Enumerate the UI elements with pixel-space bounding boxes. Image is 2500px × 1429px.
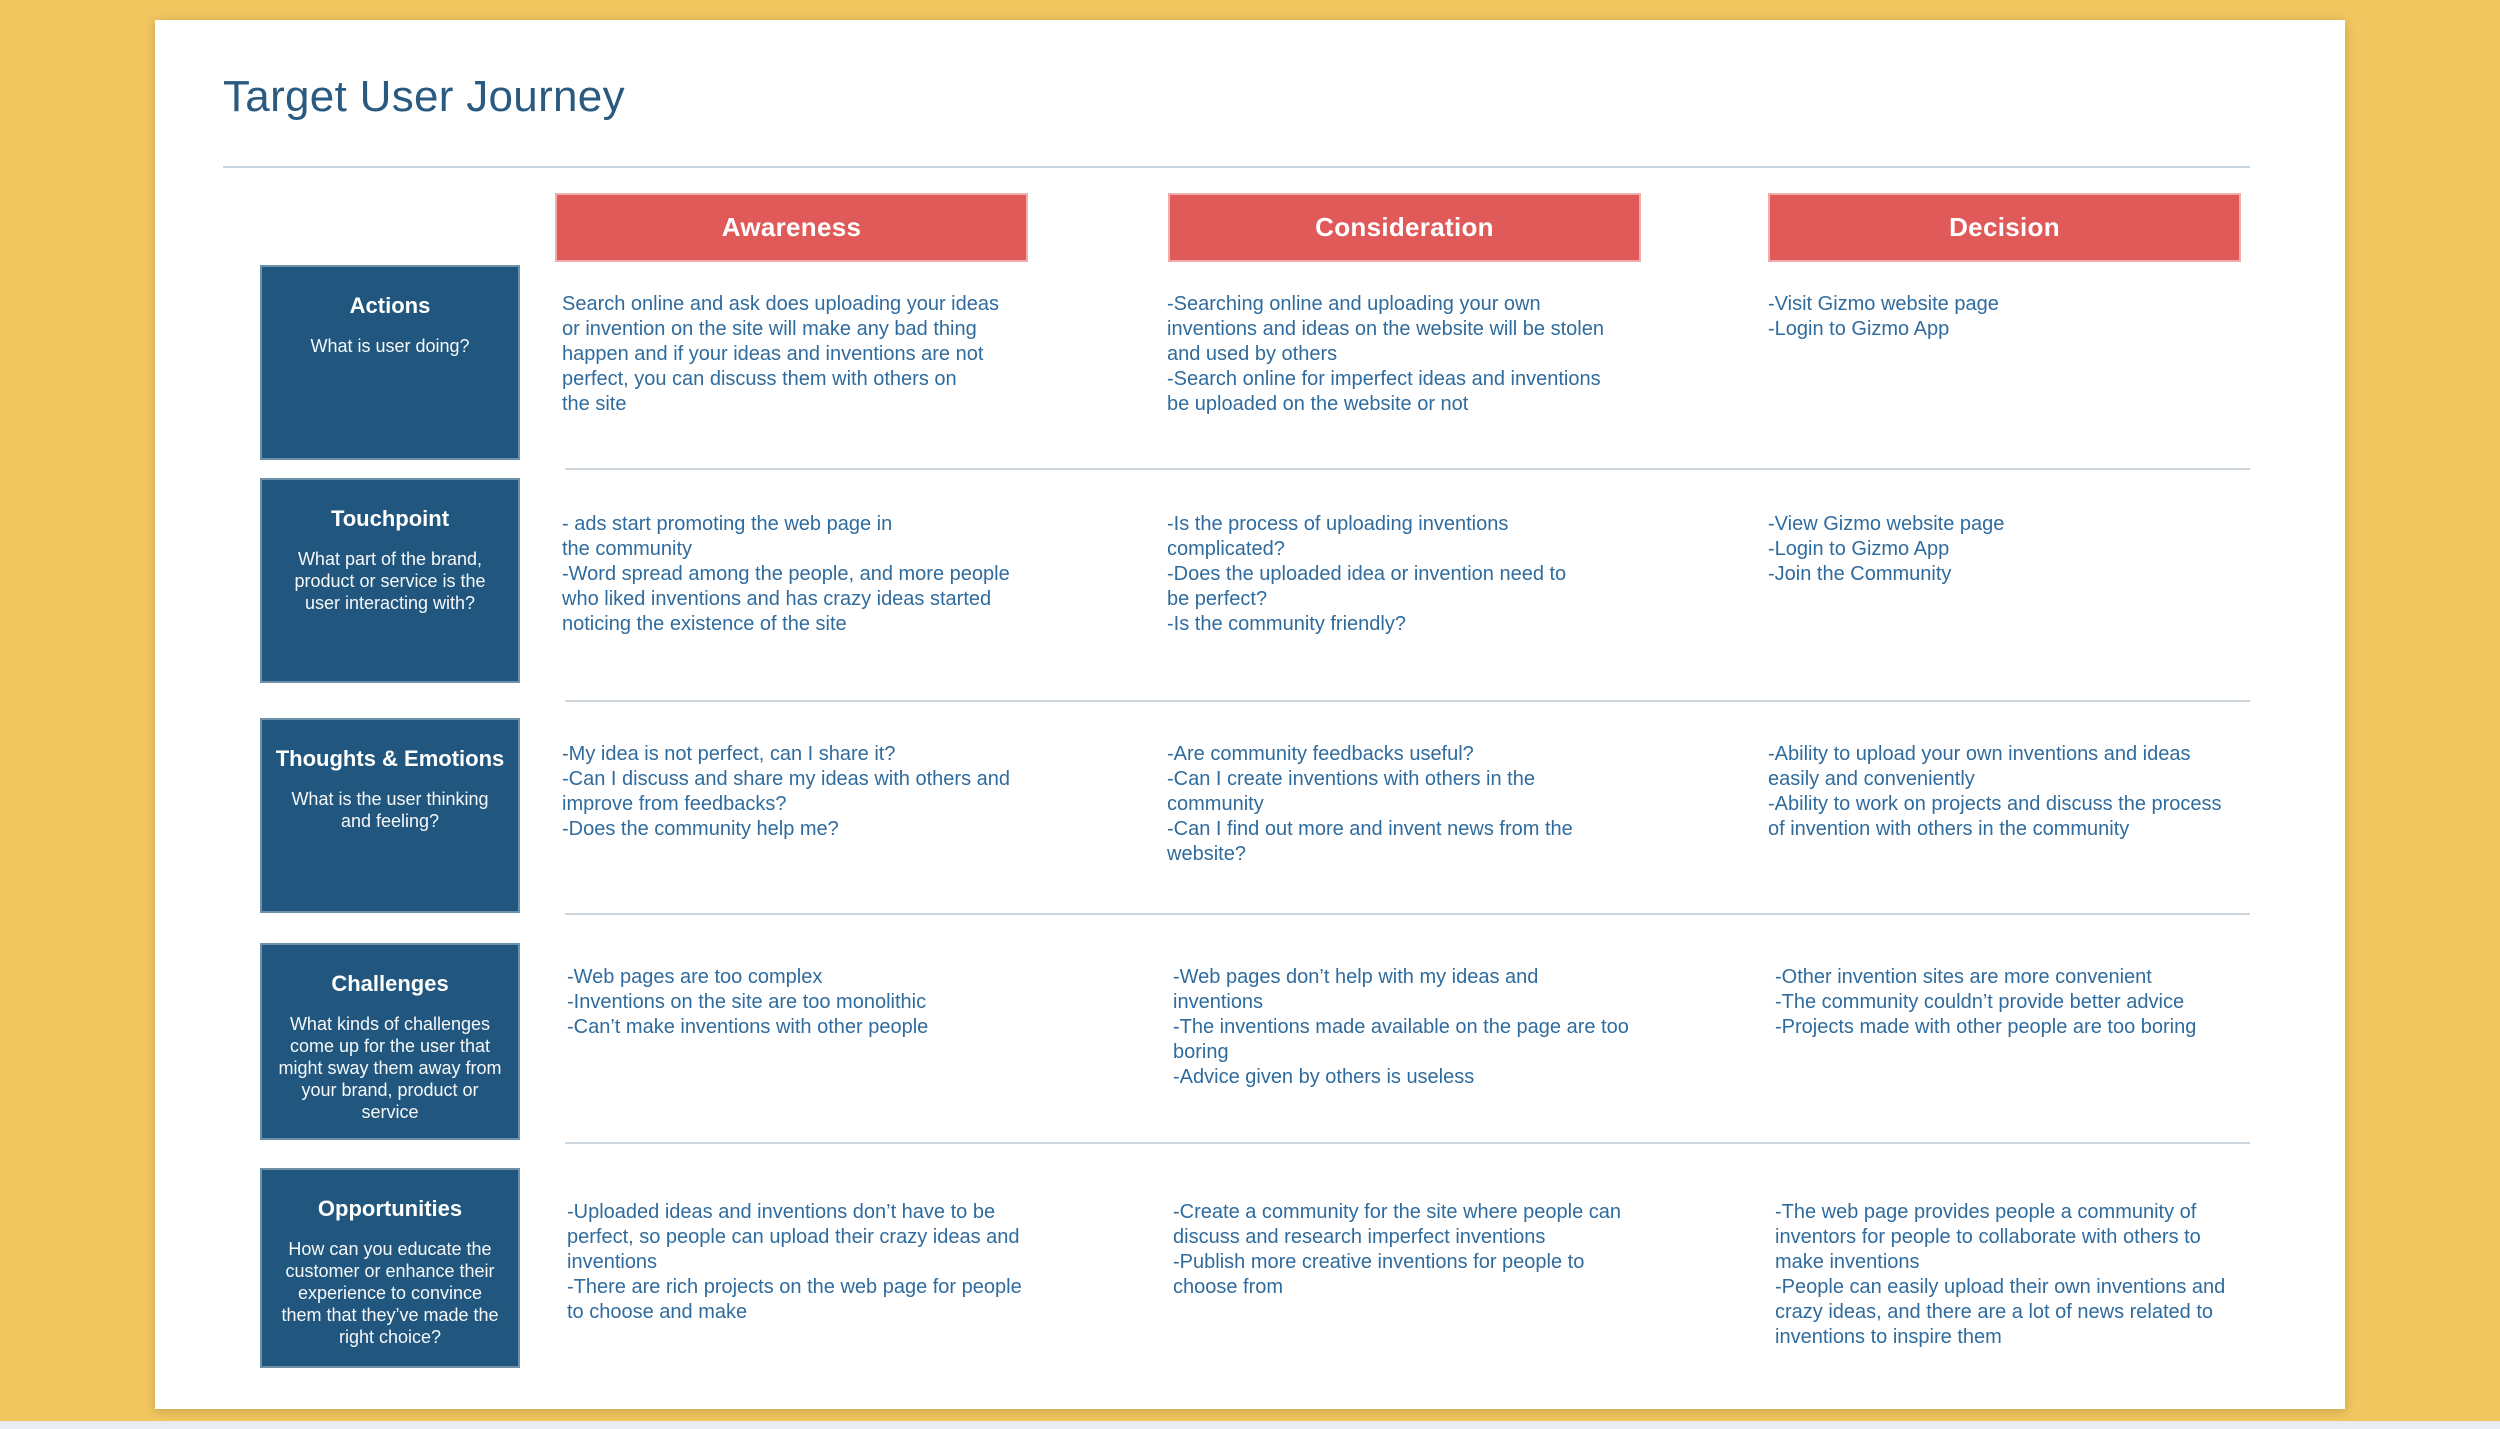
row-label-thoughts-emotions: Thoughts & Emotions What is the user thi… <box>260 718 520 913</box>
cell-opportunities-decision: -The web page provides people a communit… <box>1775 1201 2226 1348</box>
row-label-title: Touchpoint <box>330 506 450 531</box>
row-label-question: What part of the brand, product or servi… <box>294 549 486 613</box>
row-label-title: Thoughts & Emotions <box>275 746 505 771</box>
row-label-title: Opportunities <box>317 1196 463 1221</box>
row-label-question: What kinds of challenges come up for the… <box>278 1014 502 1122</box>
cell-touchpoint-consideration: -Is the process of uploading inventions … <box>1167 513 1567 635</box>
row-label-challenges: Challenges What kinds of challenges come… <box>260 943 520 1140</box>
row-divider <box>565 913 2250 915</box>
page-title: Target User Journey <box>223 72 625 121</box>
row-label-question: What is user doing? <box>310 336 470 356</box>
row-label-touchpoint: Touchpoint What part of the brand, produ… <box>260 478 520 683</box>
cell-touchpoint-decision: -View Gizmo website page -Login to Gizmo… <box>1768 513 2005 585</box>
journey-card: Target User Journey Awareness Considerat… <box>155 20 2345 1409</box>
row-label-question: What is the user thinking and feeling? <box>291 789 489 831</box>
cell-actions-decision: -Visit Gizmo website page -Login to Gizm… <box>1768 293 1999 340</box>
cell-thoughts-consideration: -Are community feedbacks useful? -Can I … <box>1167 743 1573 865</box>
title-divider <box>223 166 2250 168</box>
stage-header-decision: Decision <box>1768 193 2241 262</box>
cell-challenges-awareness: -Web pages are too complex -Inventions o… <box>567 966 929 1038</box>
row-label-opportunities: Opportunities How can you educate the cu… <box>260 1168 520 1368</box>
row-label-question: How can you educate the customer or enha… <box>281 1239 499 1347</box>
cell-opportunities-awareness: -Uploaded ideas and inventions don’t hav… <box>567 1201 1022 1323</box>
cell-challenges-decision: -Other invention sites are more convenie… <box>1775 966 2197 1038</box>
row-divider <box>565 700 2250 702</box>
cell-touchpoint-awareness: - ads start promoting the web page in th… <box>562 513 1010 635</box>
cell-challenges-consideration: -Web pages don’t help with my ideas and … <box>1173 966 1629 1088</box>
cell-actions-awareness: Search online and ask does uploading you… <box>562 293 999 415</box>
row-label-title: Actions <box>349 293 431 318</box>
stage-header-consideration: Consideration <box>1168 193 1641 262</box>
cell-opportunities-consideration: -Create a community for the site where p… <box>1173 1201 1621 1298</box>
cell-thoughts-decision: -Ability to upload your own inventions a… <box>1768 743 2222 840</box>
stage-header-awareness: Awareness <box>555 193 1028 262</box>
cell-actions-consideration: -Searching online and uploading your own… <box>1167 293 1604 415</box>
cell-thoughts-awareness: -My idea is not perfect, can I share it?… <box>562 743 1010 840</box>
row-divider <box>565 1142 2250 1144</box>
row-divider <box>565 468 2250 470</box>
row-label-title: Challenges <box>331 971 449 996</box>
bottom-strip <box>0 1421 2500 1429</box>
row-label-actions: Actions What is user doing? <box>260 265 520 460</box>
